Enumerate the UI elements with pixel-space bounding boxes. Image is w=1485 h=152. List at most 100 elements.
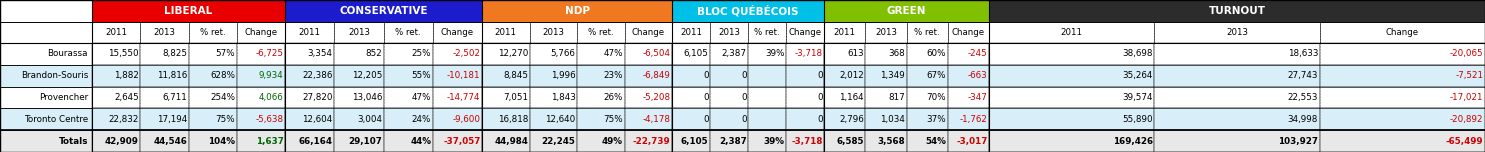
Bar (989, 130, 1154, 152)
Bar (383, 87, 432, 108)
Text: % ret.: % ret. (915, 28, 940, 37)
Text: 0: 0 (817, 115, 823, 124)
Text: -65,499: -65,499 (1446, 137, 1484, 146)
Bar (140, 65, 189, 87)
Text: 44,546: 44,546 (153, 137, 187, 146)
Text: Provencher: Provencher (39, 93, 88, 102)
Text: -22,739: -22,739 (633, 137, 671, 146)
Bar (947, 130, 989, 152)
Text: 12,270: 12,270 (497, 49, 529, 58)
Bar (710, 108, 748, 130)
Bar (786, 43, 824, 65)
Bar (140, 87, 189, 108)
Bar (432, 87, 483, 108)
Bar (285, 22, 334, 43)
Bar (140, 22, 189, 43)
Bar (824, 43, 866, 65)
Bar (625, 130, 673, 152)
Bar (989, 43, 1154, 65)
Bar (483, 22, 530, 43)
Bar (334, 22, 383, 43)
Bar (189, 65, 236, 87)
Text: 0: 0 (741, 93, 747, 102)
Bar (824, 108, 866, 130)
Bar (1154, 87, 1320, 108)
Text: LIBERAL: LIBERAL (165, 6, 212, 16)
Text: 47%: 47% (411, 93, 431, 102)
Bar (625, 22, 673, 43)
Text: 6,711: 6,711 (162, 93, 187, 102)
Text: 60%: 60% (927, 49, 946, 58)
Text: 38,698: 38,698 (1123, 49, 1152, 58)
Text: GREEN: GREEN (887, 6, 927, 16)
Bar (989, 22, 1154, 43)
Bar (578, 43, 625, 65)
Bar (334, 65, 383, 87)
Text: 23%: 23% (603, 71, 624, 80)
Bar (748, 22, 786, 43)
Text: % ret.: % ret. (200, 28, 226, 37)
Text: 35,264: 35,264 (1123, 71, 1152, 80)
Text: 44%: 44% (410, 137, 431, 146)
Bar (189, 43, 236, 65)
Bar (432, 65, 483, 87)
Text: Brandon-Souris: Brandon-Souris (21, 71, 88, 80)
Text: 55,890: 55,890 (1123, 115, 1152, 124)
Bar (236, 130, 285, 152)
Text: 24%: 24% (411, 115, 431, 124)
Bar (140, 43, 189, 65)
Text: 1,349: 1,349 (881, 71, 904, 80)
Bar (824, 22, 866, 43)
Text: -1,762: -1,762 (959, 115, 988, 124)
Text: -347: -347 (968, 93, 988, 102)
Text: 54%: 54% (925, 137, 946, 146)
Text: 0: 0 (817, 93, 823, 102)
Bar (285, 0, 483, 22)
Bar (236, 87, 285, 108)
Bar (786, 22, 824, 43)
Bar (0, 22, 92, 43)
Text: 368: 368 (888, 49, 904, 58)
Bar (824, 130, 866, 152)
Bar (625, 87, 673, 108)
Text: 169,426: 169,426 (1112, 137, 1152, 146)
Bar (432, 22, 483, 43)
Bar (285, 108, 334, 130)
Text: 39%: 39% (763, 137, 784, 146)
Bar (0, 43, 92, 65)
Bar (92, 65, 140, 87)
Bar (483, 130, 530, 152)
Text: 18,633: 18,633 (1287, 49, 1319, 58)
Text: -4,178: -4,178 (643, 115, 671, 124)
Text: 2,387: 2,387 (719, 137, 747, 146)
Bar (866, 108, 906, 130)
Text: Toronto Centre: Toronto Centre (24, 115, 88, 124)
Bar (0, 0, 92, 22)
Bar (866, 43, 906, 65)
Bar (866, 65, 906, 87)
Bar (578, 65, 625, 87)
Text: 104%: 104% (208, 137, 235, 146)
Text: BLOC QUÉBÉCOIS: BLOC QUÉBÉCOIS (698, 5, 799, 17)
Bar (748, 65, 786, 87)
Text: 17,194: 17,194 (157, 115, 187, 124)
Text: 34,998: 34,998 (1287, 115, 1319, 124)
Text: 852: 852 (365, 49, 382, 58)
Text: 613: 613 (846, 49, 864, 58)
Text: 0: 0 (702, 93, 708, 102)
Bar (1154, 65, 1320, 87)
Text: -10,181: -10,181 (447, 71, 481, 80)
Bar (748, 87, 786, 108)
Bar (906, 43, 947, 65)
Bar (906, 130, 947, 152)
Text: 0: 0 (741, 71, 747, 80)
Text: 9,934: 9,934 (258, 71, 284, 80)
Text: Change: Change (245, 28, 278, 37)
Text: 2011: 2011 (105, 28, 128, 37)
Bar (432, 130, 483, 152)
Bar (1320, 43, 1485, 65)
Text: 6,105: 6,105 (683, 49, 708, 58)
Text: 12,205: 12,205 (352, 71, 382, 80)
Text: 29,107: 29,107 (347, 137, 382, 146)
Text: % ret.: % ret. (754, 28, 780, 37)
